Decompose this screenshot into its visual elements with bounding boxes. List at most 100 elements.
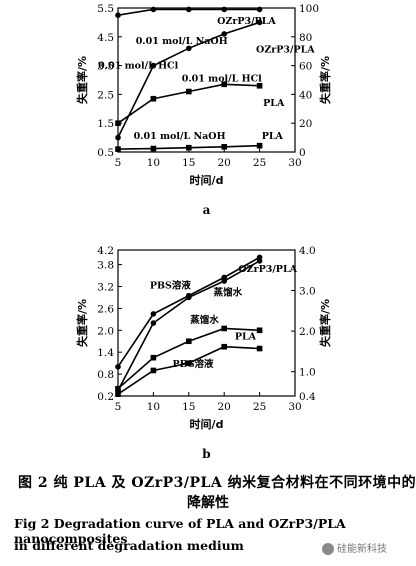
series-2-point [150,95,157,102]
panel-label: b [202,447,210,461]
y-left-axis-label: 失重率/% [75,299,89,347]
caption-zh-line2: 降解性 [187,495,229,511]
y-left-tick-label: 4.5 [97,32,114,44]
series-2-point [221,325,227,332]
series-3-point [115,146,121,152]
y-right-tick-label: 2.0 [299,326,316,338]
series-1-point [186,45,192,52]
series-3-point [186,360,192,366]
series-1-point [186,294,192,301]
plot-frame [117,249,296,397]
y-left-tick-label: 4.2 [97,245,114,257]
y-right-tick-label: 40 [299,89,312,101]
y-left-tick-label: 0.2 [97,391,114,403]
figure-canvas: 5 10 15 20 25 30 0.5 1.5 2.5 3.5 4.5 5.5 0 20 40 60 80 10… [75,3,332,461]
annotation-label: PBS溶液 [150,279,192,291]
series-1-point [221,31,227,37]
y-left-tick-label: 2.6 [97,303,114,315]
x-tick-label: 30 [288,157,301,169]
y-right-tick-label: 100 [299,3,319,15]
caption-en-line2: in different degradation medium [14,538,244,553]
y-left-tick-label: 2.0 [97,325,114,337]
series-1-point [150,62,157,69]
series-2-point [115,120,121,126]
y-left-tick-label: 5.5 [97,3,114,15]
y-right-tick-label: 1.0 [299,367,316,379]
watermark-logo-icon [322,543,334,555]
watermark-text: 硅能新科技 [337,544,387,555]
annotation-label: PBS溶液 [173,358,215,370]
chart-panel-b: 5 10 15 20 25 30 0.2 0.8 1.4 2.0 2.6 3.2 3.8 4.2 0.4 1.… [75,245,332,461]
annotation-label: 0.01 mol/L NaOH [136,36,228,47]
series-3-point [150,145,157,152]
annotation-label: 蒸馏水 [214,287,243,299]
x-tick-label: 25 [253,401,266,413]
x-tick-label: 10 [147,157,160,169]
annotation-label: PLA [235,331,257,342]
x-tick-label: 25 [253,157,266,169]
series-3-point [221,343,227,350]
series-1-point [221,278,227,284]
series-3-point [256,142,263,149]
annotation-label: 0.01 mol/L HCl [182,73,262,84]
series-1-point [150,320,157,326]
annotation-label: OZrP3/PLA [256,45,315,56]
annotation-label: PLA [262,131,284,142]
series-2-point [186,88,192,95]
series-2-point [115,385,121,392]
y-right-tick-label: 0.4 [299,391,316,403]
y-right-tick-label: 4.0 [299,245,316,257]
y-right-tick-label: 80 [299,32,312,44]
series-2-point [256,82,263,89]
y-right-tick-label: 60 [299,61,312,73]
series-2-point [150,354,157,361]
series-0-point [186,6,192,13]
annotation-label: 蒸馏水 [190,314,219,326]
series-1-point [256,19,263,26]
y-left-axis-label: 失重率/% [75,56,89,104]
chart-panel-a: 5 10 15 20 25 30 0.5 1.5 2.5 3.5 4.5 5.5 0 20 40 60 80 10… [75,3,332,217]
y-right-axis-label: 失重率/% [318,56,332,104]
x-tick-label: 5 [115,401,122,413]
series-3-point [150,367,157,374]
x-axis-label: 时间/d [190,417,224,431]
y-left-tick-label: 3.2 [97,282,114,294]
x-tick-label: 10 [147,401,160,413]
x-tick-label: 15 [182,157,195,169]
y-left-tick-label: 3.5 [97,61,114,73]
panel-label: a [203,203,211,217]
series-3-point [186,144,192,151]
x-axis-label: 时间/d [190,173,224,187]
series-0-point [256,6,263,13]
series-1-point [256,258,263,264]
series-2-point [256,327,263,334]
caption-zh-line1: 图 2 纯 PLA 及 OZrP3/PLA 纳米复合材料在不同环境中的 [18,475,416,491]
series-2-point [186,338,192,345]
y-left-tick-label: 3.8 [97,260,114,272]
series-0-point [150,6,157,13]
y-left-tick-label: 2.5 [97,89,114,101]
series-0-point [150,311,157,317]
y-left-tick-label: 1.4 [97,347,114,359]
plot-frame [117,7,296,153]
watermark: 硅能新科技 [322,540,387,555]
series-3-point [221,144,227,150]
y-left-tick-label: 0.8 [97,369,114,381]
y-left-tick-label: 1.5 [97,118,114,130]
annotation-label: 0.01 mol/L HCl [98,60,178,71]
series-3-point [115,391,121,397]
y-right-axis-label: 失重率/% [318,299,332,347]
x-tick-label: 20 [218,157,231,169]
annotation-label: OZrP3/PLA [238,264,297,275]
y-right-tick-label: 3.0 [299,286,316,298]
series-1-point [115,134,121,141]
series-0-point [221,6,227,13]
x-tick-label: 5 [115,157,122,169]
annotation-label: OZrP3/PLA [217,16,276,27]
annotation-label: 0.01 mol/L NaOH [134,131,226,142]
y-right-tick-label: 20 [299,118,312,130]
y-left-tick-label: 0.5 [97,147,114,159]
x-tick-label: 30 [288,401,301,413]
caption-en-line1: Fig 2 Degradation curve of PLA and OZrP3… [14,516,346,546]
x-tick-label: 15 [182,401,195,413]
